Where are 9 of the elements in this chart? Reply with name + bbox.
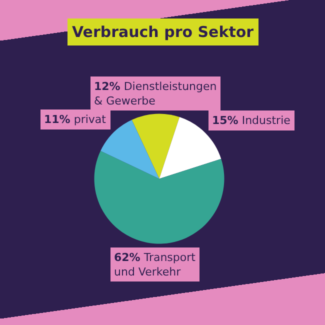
chart-title: Verbrauch pro Sektor — [72, 23, 254, 41]
pie-slice — [132, 114, 180, 179]
pie-slice — [94, 150, 224, 244]
data-label: 11% — [44, 113, 70, 126]
slice-label: privat — [74, 113, 106, 126]
data-label: 62% — [114, 251, 140, 264]
data-label: 12% — [94, 80, 120, 93]
data-label: 15% — [212, 114, 238, 127]
slice-label: Industrie — [242, 114, 290, 127]
